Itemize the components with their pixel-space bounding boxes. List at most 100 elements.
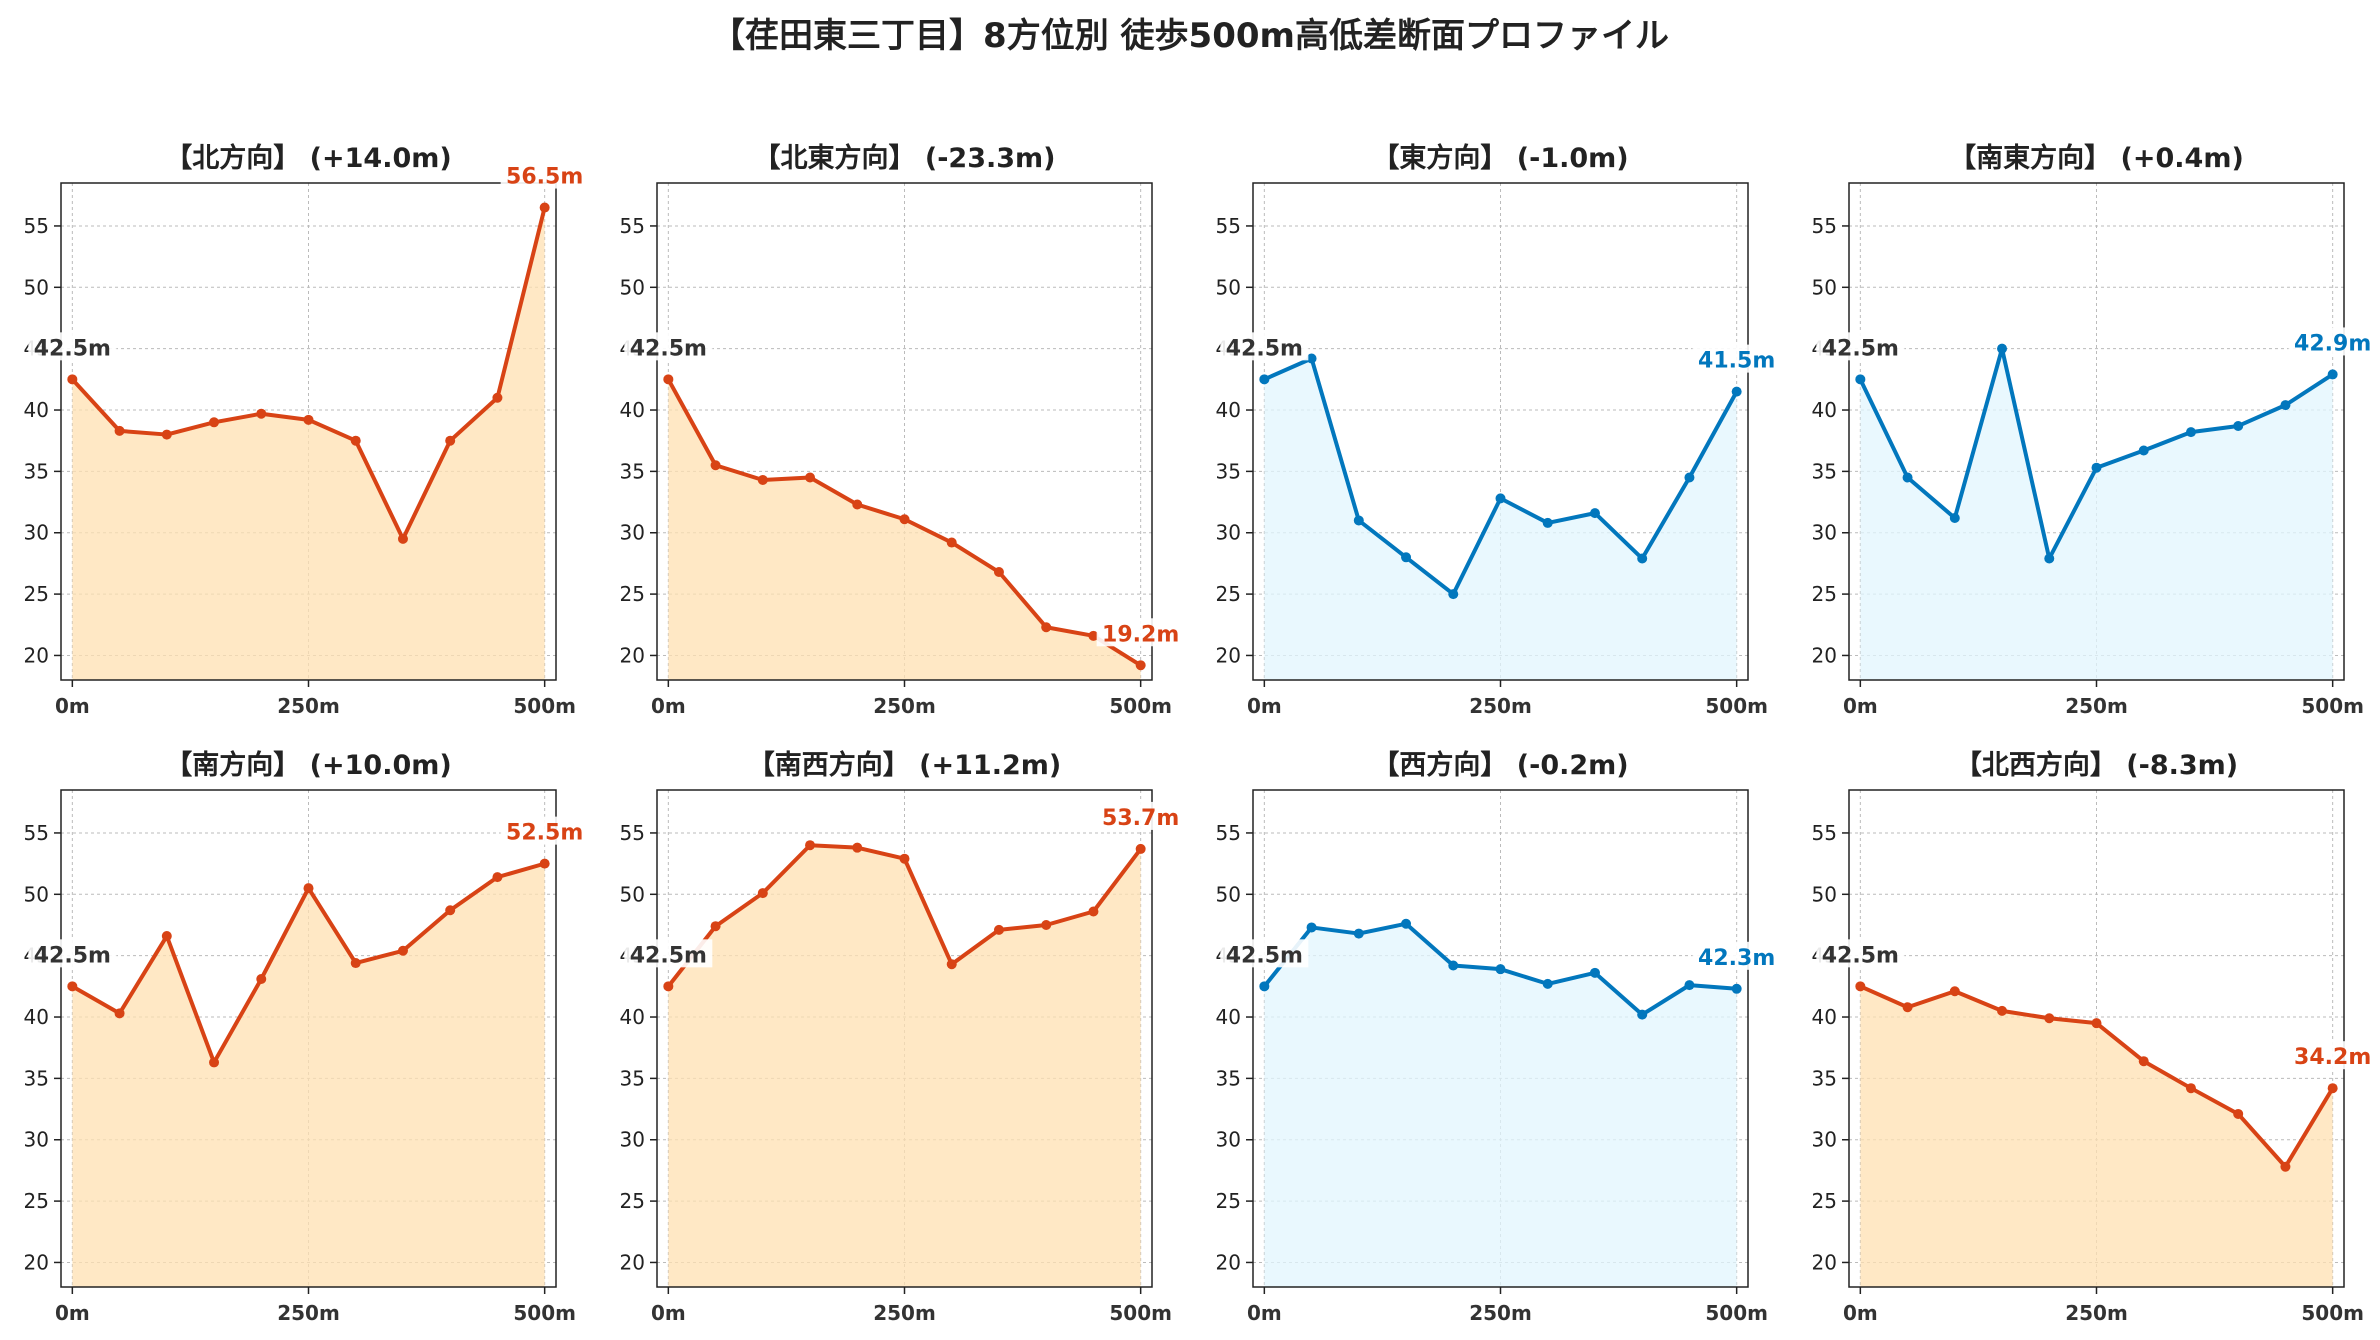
start-elevation-label: 42.5m [630,943,707,968]
y-tick-label: 50 [1812,275,1837,299]
area-fill [1264,358,1737,680]
y-tick-label: 35 [1216,459,1241,483]
y-tick-label: 40 [620,1005,645,1029]
data-point-0 [1855,374,1866,385]
end-elevation-label: 52.5m [506,821,583,846]
y-tick-label: 40 [24,398,49,422]
data-point-10 [1135,660,1146,671]
y-tick-label: 25 [620,1189,645,1213]
y-tick-label: 20 [620,1250,645,1274]
data-point-2 [757,474,768,485]
y-tick-label: 40 [1216,1005,1241,1029]
x-tick-label: 500m [1705,694,1768,718]
data-point-7 [397,533,408,544]
start-label-background [1816,332,1905,361]
data-point-1 [1902,1002,1913,1013]
data-point-1 [114,425,125,436]
data-point-3 [1997,343,2008,354]
data-point-2 [757,888,768,899]
data-point-3 [209,1057,220,1068]
y-tick-label: 25 [1812,582,1837,606]
y-tick-label: 20 [1812,1250,1837,1274]
y-tick-label: 40 [1812,1005,1837,1029]
data-point-10 [539,858,550,869]
y-tick-label: 55 [1216,214,1241,238]
x-tick-label: 500m [513,1301,576,1325]
start-elevation-label: 42.5m [1226,336,1303,361]
subplot-5: 【南西方向】 (+11.2m)20253035404550550m250m500… [620,749,1185,1325]
y-tick-label: 55 [24,821,49,845]
data-point-4 [852,499,863,510]
start-elevation-label: 42.5m [34,943,111,968]
data-point-10 [2327,1083,2338,1094]
end-label-background [2288,327,2377,356]
start-label-background [624,332,713,361]
data-point-9 [2280,1161,2291,1172]
data-point-3 [1401,918,1412,929]
x-tick-label: 250m [2065,1301,2128,1325]
start-elevation-label: 42.5m [34,336,111,361]
end-elevation-label: 56.5m [506,165,583,190]
y-tick-label: 25 [1216,1189,1241,1213]
data-point-2 [161,931,172,942]
x-tick-label: 250m [1469,1301,1532,1325]
data-point-7 [993,567,1004,578]
y-tick-label: 50 [24,882,49,906]
data-point-10 [539,202,550,213]
start-label-background [28,332,117,361]
y-tick-label: 20 [24,643,49,667]
x-tick-label: 250m [873,694,936,718]
y-tick-label: 25 [620,582,645,606]
data-point-0 [663,374,674,385]
data-point-6 [1542,978,1553,989]
data-point-10 [1731,983,1742,994]
subplot-7: 【北西方向】 (-8.3m)20253035404550550m250m500m… [1812,749,2377,1325]
data-point-6 [350,435,361,446]
data-point-9 [1684,980,1695,991]
y-tick-label: 20 [1216,643,1241,667]
x-tick-label: 0m [55,694,90,718]
start-elevation-label: 42.5m [1822,943,1899,968]
y-tick-label: 20 [620,643,645,667]
data-point-7 [993,924,1004,935]
subplot-1: 【北東方向】 (-23.3m)20253035404550550m250m500… [620,142,1185,718]
data-point-1 [1902,472,1913,483]
data-point-8 [1041,622,1052,633]
subplot-6: 【西方向】 (-0.2m)20253035404550550m250m500m4… [1216,749,1781,1325]
data-point-3 [209,417,220,428]
subplot-0: 【北方向】 (+14.0m)20253035404550550m250m500m… [24,142,589,718]
start-elevation-label: 42.5m [1822,336,1899,361]
subplot-2: 【東方向】 (-1.0m)20253035404550550m250m500m4… [1216,142,1781,718]
area-fill [72,207,545,680]
end-label-background [1096,801,1185,830]
x-tick-label: 500m [2301,1301,2364,1325]
start-elevation-label: 42.5m [1226,943,1303,968]
y-tick-label: 25 [1812,1189,1837,1213]
y-tick-label: 35 [620,1066,645,1090]
data-point-5 [2091,1018,2102,1029]
data-point-2 [1949,986,1960,997]
data-point-7 [1589,508,1600,519]
data-point-9 [1088,630,1099,641]
data-point-8 [445,435,456,446]
y-tick-label: 55 [1812,214,1837,238]
y-tick-label: 30 [1812,521,1837,545]
subplot-title: 【北東方向】 (-23.3m) [753,142,1055,174]
data-point-0 [1259,374,1270,385]
end-label-background [1692,941,1781,970]
end-label-background [2288,1041,2377,1070]
data-point-1 [710,460,721,471]
start-label-background [1816,939,1905,968]
area-fill [668,379,1141,680]
y-tick-label: 30 [620,1128,645,1152]
y-tick-label: 35 [1812,459,1837,483]
x-tick-label: 0m [1843,694,1878,718]
area-fill [668,845,1141,1287]
y-tick-label: 55 [620,821,645,845]
data-point-5 [2091,462,2102,473]
x-tick-label: 0m [55,1301,90,1325]
data-point-9 [2280,400,2291,411]
subplot-3: 【南東方向】 (+0.4m)20253035404550550m250m500m… [1812,142,2377,718]
data-point-4 [256,973,267,984]
data-point-5 [899,853,910,864]
